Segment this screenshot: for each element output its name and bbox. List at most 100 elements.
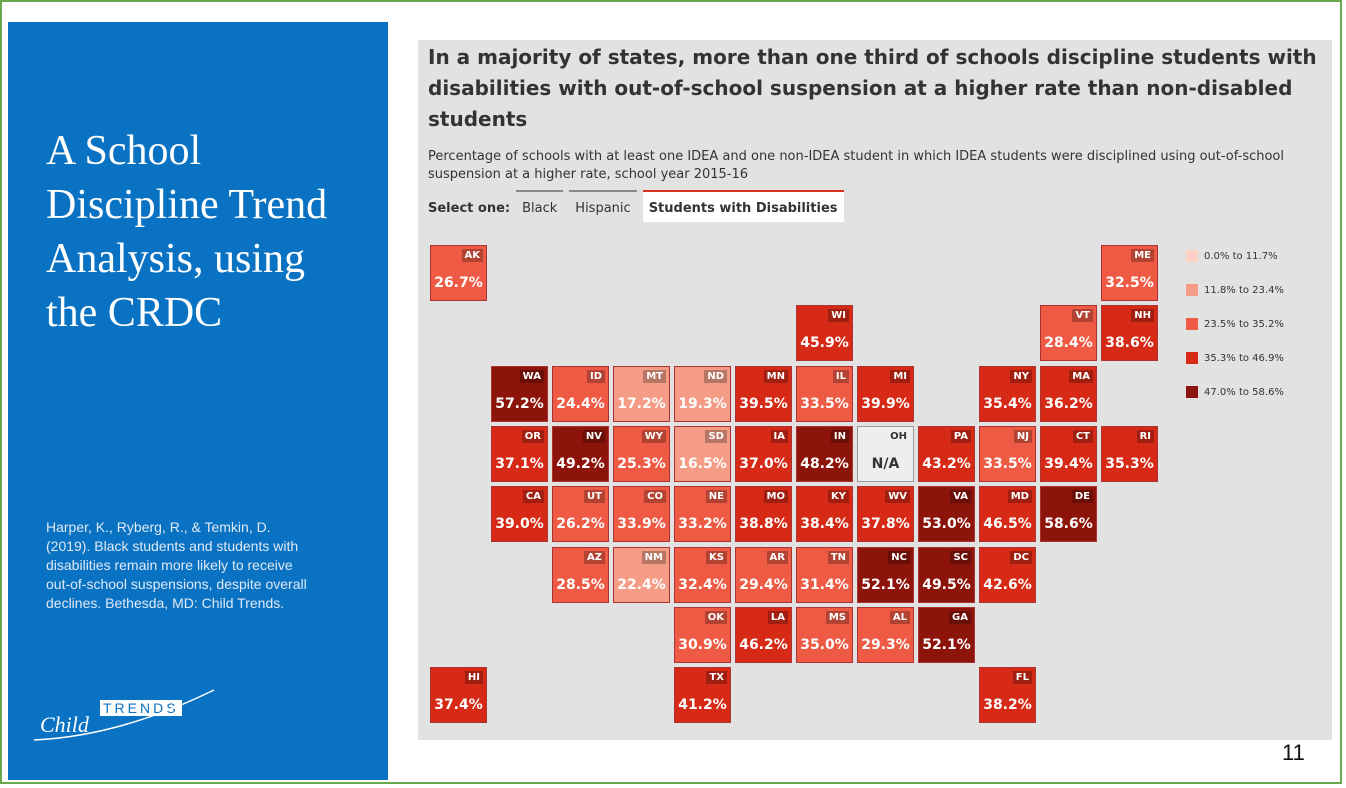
- state-value: 38.4%: [800, 516, 849, 533]
- state-tile: MD 46.5%: [979, 486, 1036, 543]
- state-tile: CA 39.0%: [491, 486, 548, 543]
- state-tile: IL 33.5%: [796, 365, 853, 422]
- state-value: 52.1%: [922, 636, 971, 653]
- state-value: 19.3%: [678, 395, 727, 412]
- state-value: 32.5%: [1105, 275, 1154, 291]
- state-code: NY: [1010, 369, 1032, 383]
- state-tile: ID 24.4%: [552, 365, 609, 422]
- state-code: ND: [704, 369, 727, 383]
- legend-swatch: [1186, 352, 1198, 364]
- state-code: ID: [586, 369, 605, 383]
- state-tile: MT 17.2%: [613, 365, 670, 422]
- state-code: VT: [1072, 309, 1093, 323]
- state-value: 45.9%: [800, 335, 849, 352]
- state-code: NE: [705, 490, 727, 504]
- state-value: 39.4%: [1044, 455, 1093, 472]
- state-tile: OH N/A: [857, 425, 914, 482]
- state-tile: MO 38.8%: [735, 486, 792, 543]
- state-tile: FL 38.2%: [979, 667, 1036, 724]
- state-code: KY: [828, 490, 849, 504]
- legend-swatch: [1186, 386, 1198, 398]
- tab[interactable]: Black: [516, 190, 564, 222]
- legend-label: 23.5% to 35.2%: [1204, 318, 1284, 330]
- state-code: WV: [885, 490, 910, 504]
- state-code: GA: [949, 610, 971, 624]
- state-value: N/A: [871, 455, 900, 472]
- state-value: 36.2%: [1044, 395, 1093, 412]
- state-value: 25.3%: [617, 455, 666, 472]
- state-code: MT: [643, 369, 666, 383]
- state-tile: CO 33.9%: [613, 486, 670, 543]
- state-code: OK: [704, 610, 727, 624]
- state-code: MN: [763, 369, 788, 383]
- state-tile: UT 26.2%: [552, 486, 609, 543]
- legend-swatch: [1186, 318, 1198, 330]
- state-tile: NH 38.6%: [1101, 305, 1158, 362]
- state-code: HI: [464, 671, 483, 685]
- state-tile: NM 22.4%: [613, 546, 670, 603]
- state-code: DE: [1071, 490, 1093, 504]
- legend-item: 23.5% to 35.2%: [1186, 318, 1284, 330]
- state-tile: SC 49.5%: [918, 546, 975, 603]
- state-value: 43.2%: [922, 455, 971, 472]
- state-code: RI: [1136, 429, 1154, 443]
- state-tile: IN 48.2%: [796, 425, 853, 482]
- state-code: FL: [1012, 671, 1032, 685]
- state-tile: MN 39.5%: [735, 365, 792, 422]
- state-code: AZ: [584, 550, 605, 564]
- state-tile: WY 25.3%: [613, 425, 670, 482]
- state-tile: VA 53.0%: [918, 486, 975, 543]
- state-code: CT: [1072, 429, 1093, 443]
- state-value: 31.4%: [800, 576, 849, 593]
- state-tile: KY 38.4%: [796, 486, 853, 543]
- state-code: IA: [770, 429, 788, 443]
- legend-label: 47.0% to 58.6%: [1204, 386, 1284, 398]
- state-value: 49.2%: [556, 455, 605, 472]
- state-value: 35.3%: [1105, 455, 1154, 472]
- legend-label: 0.0% to 11.7%: [1204, 250, 1278, 262]
- state-tile: AK 26.7%: [430, 245, 487, 301]
- state-code: OR: [521, 429, 544, 443]
- state-value: 17.2%: [617, 395, 666, 412]
- state-value: 38.6%: [1105, 335, 1154, 352]
- state-tile: WA 57.2%: [491, 365, 548, 422]
- state-value: 28.5%: [556, 576, 605, 593]
- state-code: WA: [519, 369, 544, 383]
- state-tile: VT 28.4%: [1040, 305, 1097, 362]
- state-value: 33.2%: [678, 516, 727, 533]
- select-label: Select one:: [428, 200, 511, 216]
- state-tile: SD 16.5%: [674, 425, 731, 482]
- state-tile: NC 52.1%: [857, 546, 914, 603]
- legend-label: 35.3% to 46.9%: [1204, 352, 1284, 364]
- state-tile: MS 35.0%: [796, 606, 853, 663]
- state-value: 37.8%: [861, 516, 910, 533]
- state-value: 52.1%: [861, 576, 910, 593]
- state-value: 33.5%: [800, 395, 849, 412]
- state-value: 39.0%: [495, 516, 544, 533]
- state-value: 28.4%: [1044, 335, 1093, 352]
- state-code: PA: [950, 429, 971, 443]
- state-value: 53.0%: [922, 516, 971, 533]
- state-code: NH: [1131, 309, 1154, 323]
- state-code: AK: [461, 249, 483, 262]
- state-tile: NE 33.2%: [674, 486, 731, 543]
- legend-item: 47.0% to 58.6%: [1186, 386, 1284, 398]
- state-value: 24.4%: [556, 395, 605, 412]
- state-code: AR: [766, 550, 788, 564]
- state-tile: CT 39.4%: [1040, 425, 1097, 482]
- state-code: SC: [950, 550, 971, 564]
- state-tile: PA 43.2%: [918, 425, 975, 482]
- state-value: 46.5%: [983, 516, 1032, 533]
- state-tile: NJ 33.5%: [979, 425, 1036, 482]
- tab[interactable]: Hispanic: [569, 190, 637, 222]
- state-code: WI: [828, 309, 849, 323]
- state-tile: OR 37.1%: [491, 425, 548, 482]
- state-code: WY: [641, 429, 666, 443]
- side-panel: [8, 22, 388, 780]
- state-code: NM: [641, 550, 666, 564]
- state-tile: GA 52.1%: [918, 606, 975, 663]
- state-value: 33.5%: [983, 455, 1032, 472]
- state-value: 33.9%: [617, 516, 666, 533]
- tab[interactable]: Students with Disabilities: [642, 190, 844, 222]
- state-tile: OK 30.9%: [674, 606, 731, 663]
